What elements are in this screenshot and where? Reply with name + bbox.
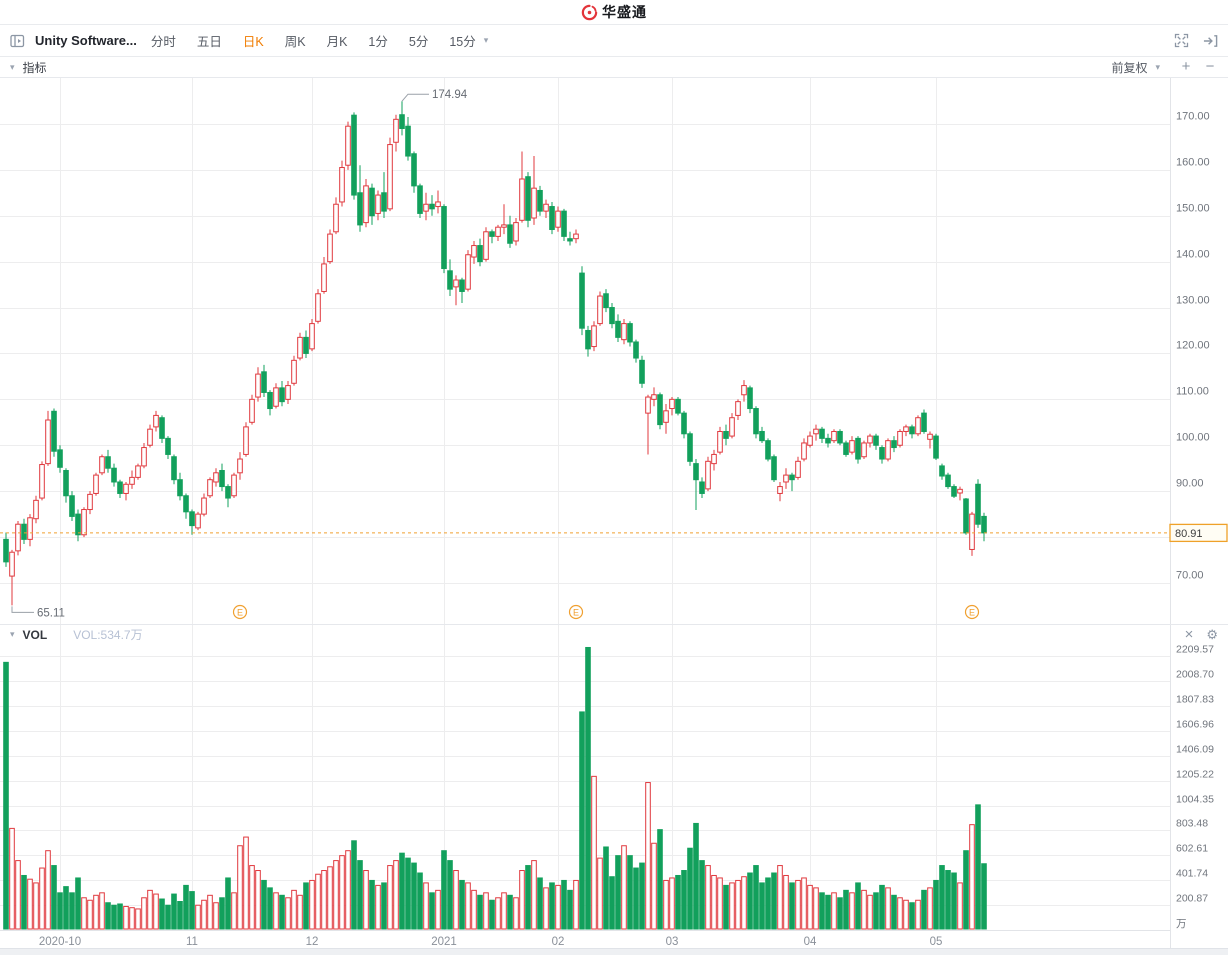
price-axis-label: 90.00 [1176,478,1204,490]
volume-axis-label: 2008.70 [1176,669,1214,681]
earnings-marker [568,604,584,620]
date-axis-label: 2020-10 [39,936,81,948]
stock-name[interactable]: Unity Software... [35,33,137,48]
period-tabs: 分时 五日 日K 周K 月K 1分 5分 15分 [151,31,476,50]
volume-axis-label: 803.48 [1176,818,1208,830]
volume-axis-label: 1205.22 [1176,769,1214,781]
date-axis-label: 03 [666,936,679,948]
price-axis-label: 170.00 [1176,111,1210,123]
volume-indicator-title[interactable]: VOL [22,627,48,642]
volume-axis-unit: 万 [1176,918,1187,930]
fullscreen-icon[interactable] [1174,33,1189,48]
date-axis-label: 2021 [431,936,457,948]
period-tab-分时[interactable]: 分时 [150,35,176,49]
period-tab-五日[interactable]: 五日 [196,35,222,49]
volume-settings-icon[interactable]: ⚙ [1206,627,1218,642]
volume-axis-label: 1807.83 [1176,694,1214,706]
date-axis-label: 05 [930,936,943,948]
volume-axis-label: 1406.09 [1176,744,1214,756]
svg-text:E: E [969,608,975,618]
app-logo-icon [581,4,598,20]
app-title: 华盛通 [602,4,647,20]
chart-toolbar: Unity Software... 分时 五日 日K 周K 月K 1分 5分 15分 ▾ [0,25,1228,57]
period-tab-5分[interactable]: 5分 [408,35,429,49]
period-tab-月K[interactable]: 月K [326,35,348,49]
period-tab-15分[interactable]: 15分 [449,35,476,49]
price-axis-label: 70.00 [1176,570,1204,582]
high-annotation: 174.94 [432,89,468,101]
period-tab-1分[interactable]: 1分 [368,35,388,49]
adjust-dropdown-icon[interactable]: ▾ [1155,61,1160,72]
low-annotation: 65.11 [37,607,65,619]
date-axis-label: 11 [186,936,198,948]
collapse-panel-icon[interactable] [10,34,25,48]
price-axis-label: 100.00 [1176,432,1210,444]
top-bar: 华盛通 [0,0,1228,25]
volume-value-label: VOL:534.7万 [73,628,143,642]
volume-axis-label: 2209.57 [1176,644,1214,656]
indicator-row: ▾ 指标 前复权 ▾ + − [0,57,1228,78]
svg-text:E: E [573,608,579,618]
price-axis-label: 160.00 [1176,157,1210,169]
volume-axis-label: 1606.96 [1176,719,1214,731]
horizontal-scrollbar[interactable] [0,948,1228,955]
date-axis-label: 12 [306,936,319,948]
period-tab-周K[interactable]: 周K [284,35,306,49]
volume-axis-label: 602.61 [1176,843,1208,855]
period-dropdown-icon[interactable]: ▾ [483,35,489,45]
current-price-label: 80.91 [1175,528,1203,540]
volume-collapse-icon[interactable]: ▾ [10,629,15,639]
earnings-marker [232,604,248,620]
svg-text:E: E [237,608,243,618]
zoom-out-button[interactable]: − [1205,58,1215,75]
volume-axis-label: 401.74 [1176,868,1208,880]
indicator-label: 指标 [22,60,47,75]
app-logo: 华盛通 [581,2,647,22]
date-axis-label: 04 [804,936,817,948]
zoom-in-button[interactable]: + [1181,58,1191,75]
indicator-collapse-icon[interactable]: ▾ [10,61,15,72]
price-axis-label: 140.00 [1176,249,1210,261]
price-axis-label: 130.00 [1176,295,1210,307]
dock-right-icon[interactable] [1203,34,1218,48]
volume-axis-label: 200.87 [1176,893,1208,905]
price-axis-label: 120.00 [1176,340,1210,352]
price-axis-label: 150.00 [1176,203,1210,215]
price-axis-label: 110.00 [1176,386,1209,398]
volume-axis-label: 1004.35 [1176,794,1214,806]
volume-pane-header: ▾ VOL VOL:534.7万 × ⚙ [0,624,1228,644]
date-axis-label: 02 [552,936,565,948]
current-price-badge [1169,523,1228,543]
earnings-marker [964,604,980,620]
volume-close-icon[interactable]: × [1184,626,1194,643]
adjust-mode-button[interactable]: 前复权 [1111,60,1148,75]
period-tab-日K[interactable]: 日K [242,35,264,49]
